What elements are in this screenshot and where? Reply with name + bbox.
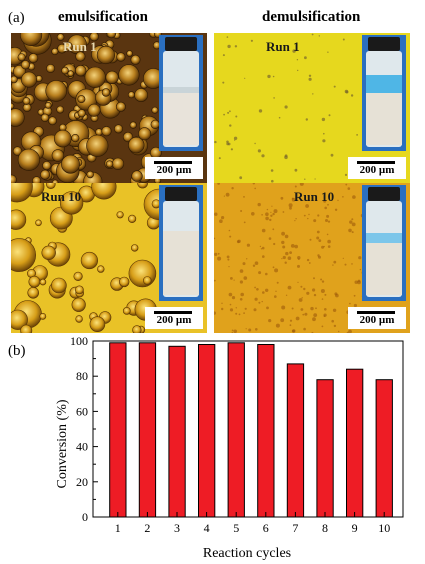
y-tick-label: 0 [82,510,88,524]
x-tick-label: 4 [204,521,210,535]
vial-photo [159,35,203,151]
scale-bar-label: 200 µm [156,164,192,176]
micrograph-run10-emulsification: Run 10 200 µm [11,183,207,333]
y-tick-label: 80 [76,369,88,383]
bar-cycle-2 [138,342,157,518]
bar-cycle-5 [227,342,245,518]
scale-bar: 200 µm [348,157,406,179]
x-axis-label: Reaction cycles [203,546,291,561]
x-tick-label: 10 [378,521,390,535]
x-tick-label: 6 [263,521,269,535]
x-tick-label: 1 [115,521,121,535]
scale-bar-label: 200 µm [359,164,395,176]
x-tick-label: 2 [144,521,150,535]
micrograph-run1-emulsification: Run 1 200 µm [11,33,207,183]
scale-bar: 200 µm [145,307,203,329]
micrograph-run10-demulsification: Run 10 200 µm [214,183,410,333]
scale-bar: 200 µm [145,157,203,179]
scale-bar-line [357,311,395,314]
run-label: Run 1 [63,39,97,54]
x-tick-label: 8 [322,521,328,535]
bar-cycle-8 [316,379,334,518]
conversion-bar-chart: 0 20 40 60 80 100 1 2 3 4 5 6 7 8 9 10 Conversion (%) R… [55,335,404,561]
bar-cycle-7 [286,363,305,518]
y-tick-label: 20 [76,475,88,489]
y-tick-label: 40 [76,440,88,454]
bar-cycle-1 [109,342,127,518]
y-tick-label: 100 [70,335,88,348]
scale-bar-label: 200 µm [359,314,395,326]
scale-bar: 200 µm [348,307,406,329]
x-tick-label: 7 [292,521,298,535]
x-tick-label: 9 [352,521,358,535]
x-tick-label: 3 [174,521,180,535]
bar-cycle-4 [198,344,216,518]
vial-photo [362,185,406,301]
y-tick-label: 60 [76,404,88,418]
panel-a-label: (a) [8,10,25,26]
y-axis-label: Conversion (%) [55,399,70,488]
micrograph-run1-demulsification: Run 1 200 µm [214,33,410,183]
demulsification-heading: demulsification [262,9,361,25]
bar-cycle-3 [168,345,186,518]
emulsification-heading: emulsification [58,9,148,25]
vial-photo [159,185,203,301]
scale-bar-label: 200 µm [156,314,192,326]
bar-cycle-9 [346,368,364,518]
run-label: Run 10 [294,189,335,204]
run-label: Run 1 [266,39,300,54]
x-tick-label: 5 [233,521,239,535]
vial-photo [362,35,406,151]
bar-cycle-6 [257,344,275,518]
scale-bar-line [154,161,192,164]
scale-bar-line [357,161,395,164]
scale-bar-line [154,311,192,314]
run-label: Run 10 [41,189,82,204]
panel-b-label: (b) [8,343,26,359]
bar-cycle-10 [375,379,393,518]
